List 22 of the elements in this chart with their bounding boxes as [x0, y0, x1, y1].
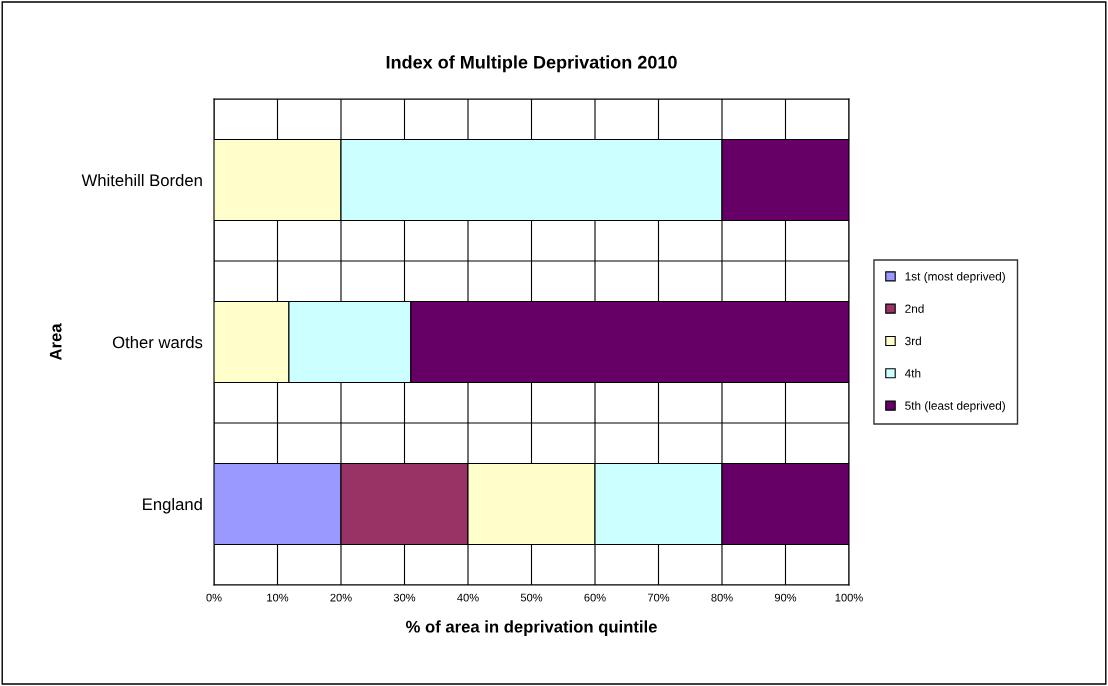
legend-label: 3rd [905, 336, 921, 346]
x-tick-label: 20% [330, 593, 352, 602]
legend-label: 1st (most deprived) [905, 271, 1005, 283]
x-tick-label: 50% [520, 593, 543, 602]
x-tick-label: 10% [267, 593, 289, 602]
x-tick-label: 40% [457, 593, 479, 602]
x-tick-label: 90% [774, 593, 797, 602]
legend-label: 2nd [905, 304, 924, 313]
x-tick-label: 30% [393, 593, 416, 602]
legend-label: 5th (least deprived) [905, 401, 1005, 413]
x-tick-label: 60% [584, 593, 606, 602]
y-tick-label: Whitehill Borden [81, 173, 202, 187]
x-tick-label: 100% [835, 593, 863, 602]
chart-title: Index of Multiple Deprivation 2010 [386, 55, 677, 73]
y-tick-label: England [143, 497, 202, 514]
legend-label: 4th [904, 368, 921, 378]
x-tick-label: 0% [206, 593, 222, 602]
x-axis-title: % of area in deprivation quintile [405, 620, 657, 636]
y-axis-title: Area [49, 323, 62, 361]
x-tick-label: 70% [647, 593, 670, 602]
y-tick-label: Other wards [112, 335, 203, 349]
x-tick-label: 80% [711, 593, 733, 602]
